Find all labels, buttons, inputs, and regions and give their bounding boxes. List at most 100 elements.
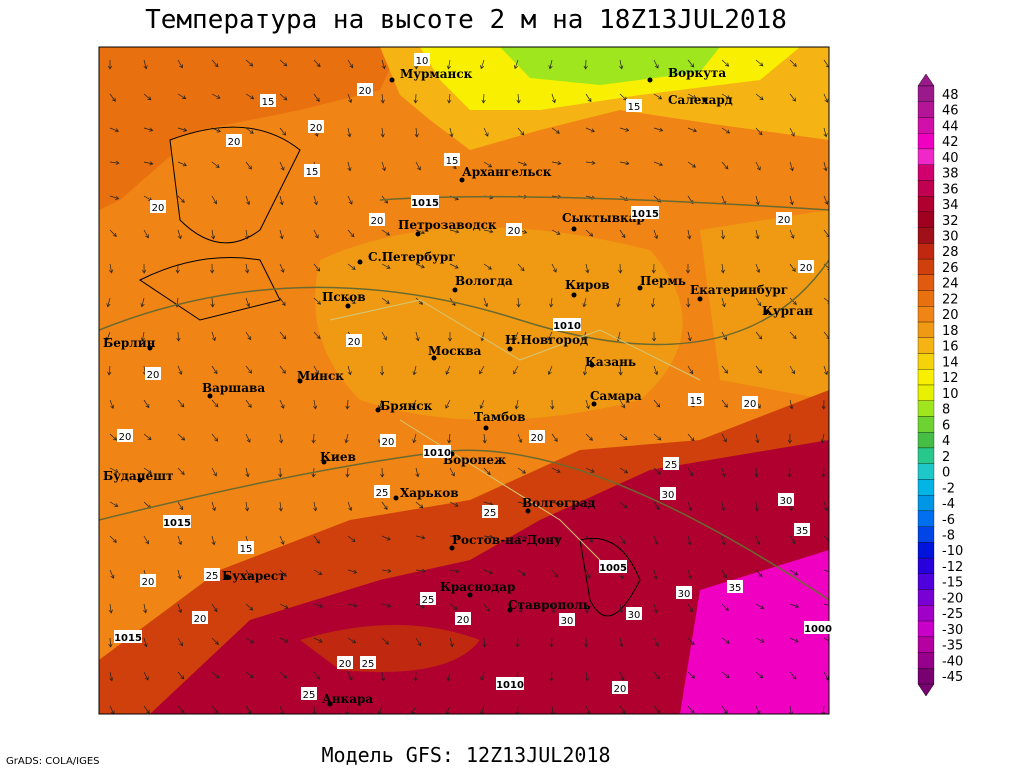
wind-arrow bbox=[755, 263, 761, 274]
wind-arrow bbox=[381, 568, 392, 573]
wind-arrow bbox=[585, 467, 595, 473]
wind-arrow bbox=[755, 195, 760, 206]
wind-arrow bbox=[479, 399, 485, 409]
colorbar-label: 12 bbox=[942, 371, 959, 386]
wind-arrow bbox=[653, 467, 662, 475]
wind-arrow bbox=[279, 433, 284, 444]
wind-arrow bbox=[616, 297, 621, 308]
wind-arrow bbox=[245, 263, 250, 274]
wind-arrow bbox=[789, 93, 797, 102]
wind-arrow bbox=[411, 705, 417, 714]
wind-arrow bbox=[347, 93, 353, 104]
wind-arrow bbox=[381, 263, 391, 269]
wind-arrow bbox=[787, 433, 792, 444]
isotherm-label: 15 bbox=[690, 396, 703, 407]
coastline bbox=[579, 537, 641, 617]
city-dot bbox=[459, 177, 465, 183]
wind-arrow bbox=[344, 705, 350, 714]
temp-area bbox=[700, 210, 829, 400]
wind-arrow bbox=[821, 467, 826, 478]
city-label: Архангельск bbox=[462, 165, 552, 179]
colorbar-label: 8 bbox=[942, 403, 950, 418]
colorbar-swatch bbox=[917, 321, 935, 338]
wind-arrow bbox=[140, 297, 145, 308]
wind-arrow bbox=[483, 603, 490, 612]
wind-arrow bbox=[517, 161, 528, 167]
wind-arrow bbox=[108, 603, 113, 614]
wind-arrow bbox=[449, 229, 460, 234]
isotherm-label-bg bbox=[626, 99, 642, 112]
isotherm-label-bg bbox=[192, 611, 208, 624]
wind-arrow bbox=[480, 59, 485, 70]
wind-arrow bbox=[211, 637, 219, 645]
wind-arrow bbox=[787, 467, 792, 478]
wind-arrow bbox=[278, 467, 283, 478]
wind-arrow bbox=[449, 569, 460, 574]
city-dot bbox=[571, 226, 577, 232]
isotherm-label: 20 bbox=[228, 137, 241, 148]
isotherm-label-bg bbox=[794, 523, 810, 536]
wind-arrow bbox=[585, 160, 596, 165]
colorbar-swatch bbox=[917, 589, 935, 606]
colorbar-label: 44 bbox=[942, 119, 959, 134]
city-label: Казань bbox=[585, 355, 636, 369]
city-dot bbox=[137, 477, 143, 483]
colorbar-swatch bbox=[917, 274, 935, 291]
wind-arrow bbox=[585, 705, 591, 714]
wind-arrow bbox=[480, 331, 485, 342]
wind-arrow bbox=[245, 127, 254, 134]
wind-arrow bbox=[445, 365, 451, 375]
wind-arrow bbox=[820, 433, 825, 444]
wind-arrow bbox=[109, 195, 120, 200]
wind-arrow bbox=[720, 263, 725, 274]
wind-arrow bbox=[278, 501, 283, 512]
wind-arrow bbox=[211, 467, 217, 477]
wind-arrow bbox=[618, 603, 624, 614]
colorbar-label: 36 bbox=[942, 182, 959, 197]
isotherm-label-bg bbox=[742, 396, 758, 409]
wind-arrow bbox=[245, 603, 254, 611]
wind-arrow bbox=[279, 705, 285, 714]
wind-arrow bbox=[446, 671, 451, 682]
isotherm-label-bg bbox=[776, 212, 792, 225]
city-label: Воркута bbox=[668, 66, 726, 80]
wind-arrow bbox=[755, 229, 760, 240]
wind-arrow bbox=[551, 229, 561, 235]
wind-arrow bbox=[551, 569, 559, 578]
isotherm-label-bg bbox=[346, 334, 362, 347]
wind-arrow bbox=[345, 399, 350, 410]
wind-arrow bbox=[789, 365, 795, 375]
wind-arrow bbox=[585, 399, 590, 410]
wind-arrow bbox=[650, 297, 656, 308]
wind-arrow bbox=[483, 569, 493, 575]
wind-arrow bbox=[653, 127, 664, 132]
wind-arrow bbox=[381, 637, 390, 645]
isotherm-label: 30 bbox=[628, 610, 641, 621]
isotherm-label-bg bbox=[226, 134, 242, 147]
wind-arrow bbox=[175, 263, 180, 274]
wind-arrow bbox=[687, 569, 692, 580]
wind-arrow bbox=[413, 93, 418, 104]
wind-arrow bbox=[143, 229, 149, 239]
colorbar-label: 20 bbox=[942, 308, 959, 323]
wind-arrow bbox=[311, 433, 316, 444]
wind-arrow bbox=[687, 331, 692, 342]
wind-arrow bbox=[347, 59, 354, 69]
wind-arrow bbox=[313, 93, 320, 102]
wind-arrow bbox=[483, 534, 494, 539]
isotherm-label-bg bbox=[414, 53, 430, 66]
wind-arrow bbox=[585, 127, 595, 133]
wind-arrow bbox=[823, 93, 829, 103]
wind-arrow bbox=[313, 195, 318, 206]
wind-arrow bbox=[687, 433, 695, 442]
colorbar-swatch bbox=[917, 384, 935, 401]
isotherm-label: 25 bbox=[362, 659, 375, 670]
wind-arrow bbox=[686, 297, 691, 308]
isotherm-label-bg bbox=[369, 213, 385, 226]
wind-arrow bbox=[380, 365, 385, 376]
wind-arrow bbox=[789, 161, 794, 172]
wind-arrow bbox=[347, 195, 353, 205]
city-label: Екатеринбург bbox=[690, 283, 788, 297]
colorbar-swatch bbox=[917, 495, 935, 512]
wind-arrow bbox=[755, 93, 764, 101]
